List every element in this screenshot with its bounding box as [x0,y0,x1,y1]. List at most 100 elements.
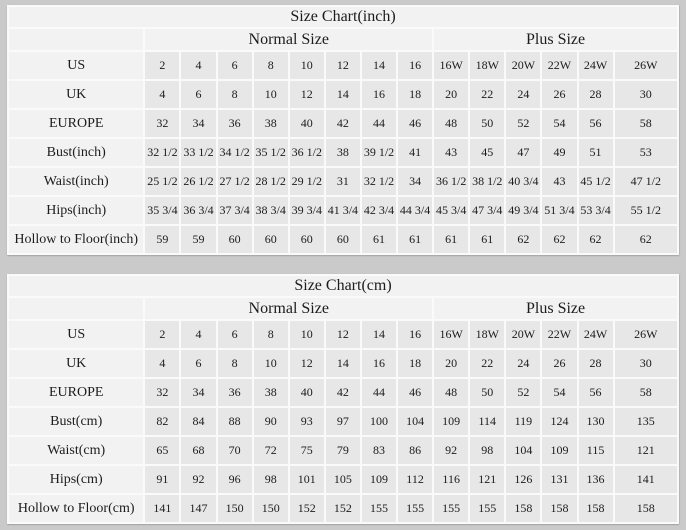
table-row: Bust(inch) 32 1/2 33 1/2 34 1/2 35 1/2 36 1/2… [9,139,677,166]
size-cell-plus: 126 [506,466,541,493]
size-cell-plus: 24 [506,81,541,108]
size-cell-normal: 14 [325,81,360,108]
size-cell-plus: 92 [434,437,469,464]
size-cell-plus: 26 [542,81,577,108]
size-chart-inch-table: Size Chart(inch) Normal Size Plus Size US 2 4… [7,5,679,255]
size-cell-plus: 58 [614,110,677,137]
size-cell-plus: 119 [506,408,541,435]
table-row: Hips(cm) 91 92 96 98 101 105 109 112 116 121 126 131… [9,466,677,493]
size-cell-plus: 124 [542,408,577,435]
size-cell-normal: 44 [361,110,397,137]
table-row: US 2 4 6 8 10 12 14 16 16W 18W 20W 22W 24W 26W [9,52,677,79]
size-cell-plus: 47 1/2 [614,168,677,195]
size-cell-normal: 35 1/2 [253,139,288,166]
table-row: Bust(cm) 82 84 88 90 93 97 100 104 109 114 119 124 13… [9,408,677,435]
size-cell-normal: 147 [181,495,216,522]
size-cell-normal: 72 [253,437,288,464]
size-cell-normal: 46 [398,110,433,137]
size-cell-plus: 50 [470,110,505,137]
table-row: US 2 4 6 8 10 12 14 16 16W 18W 20W 22W 24W 26W [9,321,677,348]
size-cell-normal: 34 [398,168,433,195]
size-cell-normal: 8 [253,321,288,348]
size-cell-normal: 32 1/2 [361,168,397,195]
size-cell-normal: 96 [217,466,252,493]
size-cell-plus: 45 1/2 [578,168,613,195]
group-header-row: Normal Size Plus Size [9,29,677,50]
size-cell-plus: 61 [470,226,505,253]
group-header-plus-size: Plus Size [434,298,677,319]
size-cell-plus: 62 [506,226,541,253]
size-cell-plus: 121 [614,437,677,464]
size-cell-plus: 109 [434,408,469,435]
title-row: Size Chart(cm) [9,276,677,296]
size-cell-normal: 10 [289,321,324,348]
table-row: Hollow to Floor(inch) 59 59 60 60 60 60 61 61 61 6… [9,226,677,253]
size-cell-normal: 40 [289,110,324,137]
size-cell-plus: 20W [506,321,541,348]
table-row: Hips(inch) 35 3/4 36 3/4 37 3/4 38 3/4 39 3/4… [9,197,677,224]
size-cell-plus: 51 3/4 [542,197,577,224]
group-header-normal-size: Normal Size [145,29,433,50]
group-header-plus-size: Plus Size [434,29,677,50]
size-cell-normal: 36 1/2 [289,139,324,166]
size-cell-plus: 62 [578,226,613,253]
size-cell-plus: 135 [614,408,677,435]
size-cell-plus: 62 [614,226,677,253]
size-cell-plus: 26W [614,321,677,348]
size-cell-plus: 43 [434,139,469,166]
size-cell-normal: 60 [289,226,324,253]
size-cell-plus: 141 [614,466,677,493]
size-cell-normal: 33 1/2 [181,139,216,166]
size-cell-normal: 29 1/2 [289,168,324,195]
size-cell-normal: 155 [398,495,433,522]
size-cell-normal: 6 [217,321,252,348]
size-cell-normal: 88 [217,408,252,435]
size-cell-plus: 22 [470,81,505,108]
size-cell-normal: 70 [217,437,252,464]
size-cell-plus: 22 [470,350,505,377]
size-cell-normal: 36 3/4 [181,197,216,224]
size-cell-plus: 53 [614,139,677,166]
size-cell-normal: 35 3/4 [145,197,180,224]
size-cell-plus: 115 [578,437,613,464]
size-cell-normal: 18 [398,350,433,377]
table-title: Size Chart(cm) [9,276,677,296]
size-cell-plus: 20W [506,52,541,79]
size-cell-normal: 105 [325,466,360,493]
group-header-normal-size: Normal Size [145,298,433,319]
size-cell-normal: 31 [325,168,360,195]
size-cell-normal: 60 [253,226,288,253]
group-header-row: Normal Size Plus Size [9,298,677,319]
size-cell-plus: 61 [434,226,469,253]
size-cell-plus: 40 3/4 [506,168,541,195]
size-cell-plus: 49 3/4 [506,197,541,224]
row-label: UK [9,81,144,108]
size-cell-plus: 45 3/4 [434,197,469,224]
size-cell-plus: 20 [434,350,469,377]
size-cell-plus: 56 [578,379,613,406]
size-chart-cm-table: Size Chart(cm) Normal Size Plus Size US 2 4 6 8… [7,274,679,524]
size-cell-normal: 40 [289,379,324,406]
size-cell-normal: 152 [289,495,324,522]
row-label: Waist(cm) [9,437,144,464]
size-cell-plus: 48 [434,110,469,137]
size-cell-normal: 12 [325,52,360,79]
size-cell-plus: 47 [506,139,541,166]
size-cell-plus: 53 3/4 [578,197,613,224]
size-cell-plus: 24W [578,52,613,79]
size-cell-plus: 104 [506,437,541,464]
size-cell-plus: 18W [470,52,505,79]
row-label: Hips(inch) [9,197,144,224]
row-label: EUROPE [9,110,144,137]
size-cell-normal: 32 [145,379,180,406]
size-cell-plus: 56 [578,110,613,137]
size-cell-normal: 38 [253,379,288,406]
size-cell-normal: 65 [145,437,180,464]
table-gap [7,255,679,274]
size-cell-normal: 44 [361,379,397,406]
size-cell-normal: 83 [361,437,397,464]
size-cell-plus: 50 [470,379,505,406]
size-cell-plus: 36 1/2 [434,168,469,195]
row-label: UK [9,350,144,377]
size-cell-plus: 30 [614,81,677,108]
